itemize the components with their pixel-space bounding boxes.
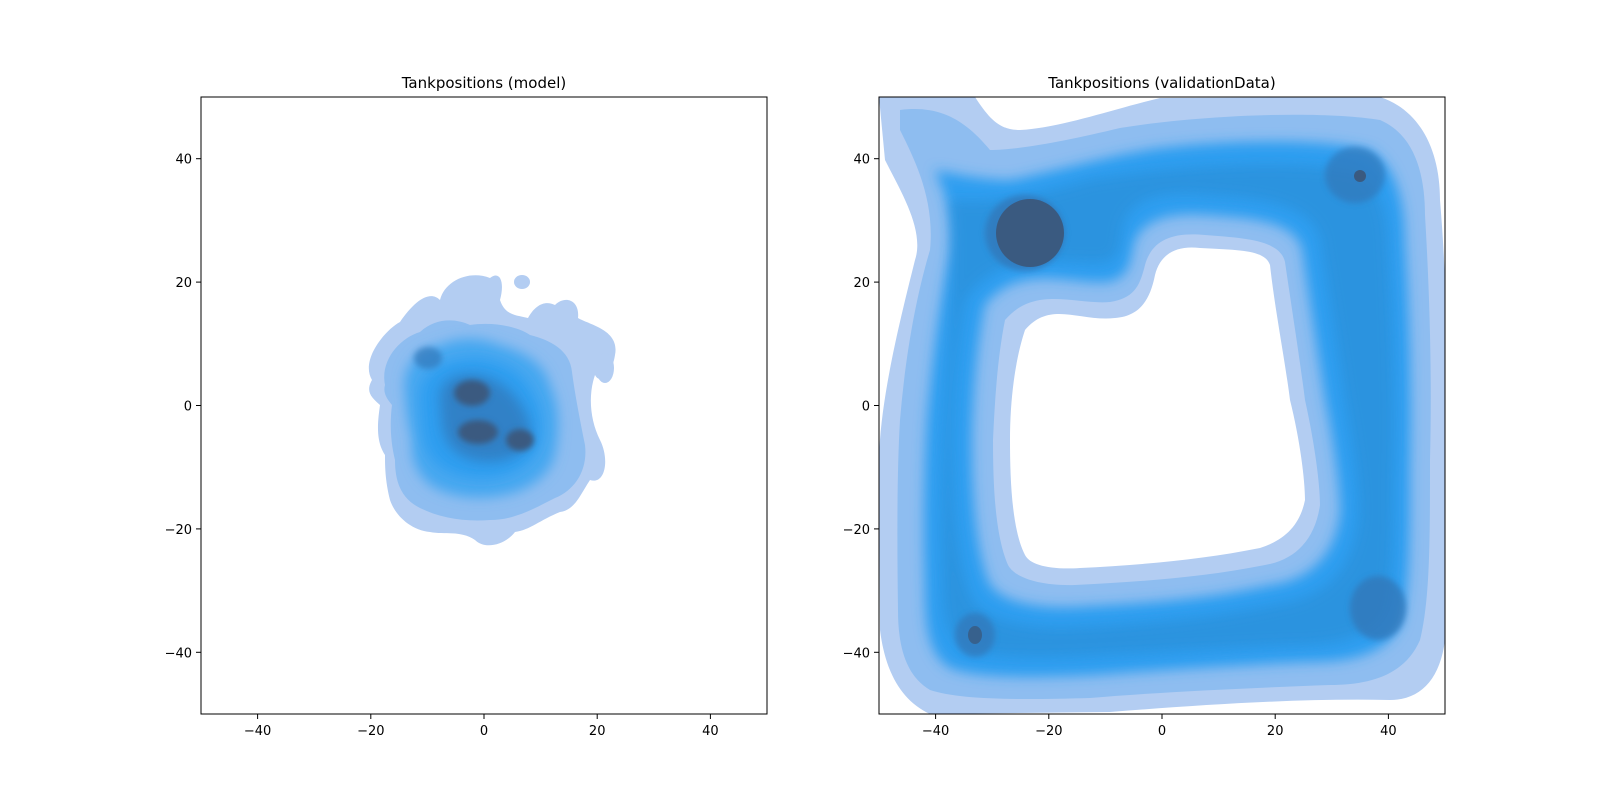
- density-blob: [514, 275, 530, 289]
- x-tick-label: 40: [702, 724, 719, 739]
- density-level-3: [923, 141, 1411, 677]
- x-tick-label: 0: [480, 724, 488, 739]
- x-tick-label: 20: [1267, 724, 1284, 739]
- y-tick-label: 0: [862, 400, 870, 415]
- y-tick-label: −40: [843, 646, 870, 661]
- density-field: [368, 275, 616, 546]
- y-tick-label: 20: [175, 276, 192, 291]
- density-peak: [1350, 576, 1406, 640]
- x-tick-label: −20: [357, 724, 384, 739]
- density-field: [879, 97, 1445, 714]
- chart-model: Tankpositions (model) −40 −20 0 20 40 −40 −20 0…: [165, 74, 768, 739]
- density-blob: [596, 353, 614, 383]
- density-peak: [1354, 170, 1366, 182]
- y-tick-label: 0: [184, 400, 192, 415]
- x-tick-label: 40: [1380, 724, 1397, 739]
- x-tick-label: −40: [244, 724, 271, 739]
- axis-ticks: −40 −20 0 20 40 −40 −20 0 20 40: [843, 153, 1397, 739]
- y-tick-label: −20: [165, 523, 192, 538]
- density-peak: [996, 199, 1064, 267]
- y-tick-label: 20: [853, 276, 870, 291]
- density-peak: [458, 420, 498, 444]
- y-tick-label: 40: [853, 153, 870, 168]
- density-peak: [968, 626, 982, 644]
- density-peak: [506, 429, 534, 451]
- density-peak: [414, 347, 442, 369]
- chart-title: Tankpositions (model): [401, 74, 566, 92]
- chart-validation: Tankpositions (validationData) −40 −20 0 20…: [843, 74, 1446, 739]
- density-peak: [454, 380, 490, 406]
- axis-ticks: −40 −20 0 20 40 −40 −20 0 20 40: [165, 153, 719, 739]
- y-tick-label: 40: [175, 153, 192, 168]
- y-tick-label: −20: [843, 523, 870, 538]
- density-level-4: [942, 165, 1394, 657]
- x-tick-label: 0: [1158, 724, 1166, 739]
- chart-title: Tankpositions (validationData): [1047, 74, 1275, 92]
- x-tick-label: −40: [922, 724, 949, 739]
- x-tick-label: 20: [589, 724, 606, 739]
- y-tick-label: −40: [165, 646, 192, 661]
- x-tick-label: −20: [1035, 724, 1062, 739]
